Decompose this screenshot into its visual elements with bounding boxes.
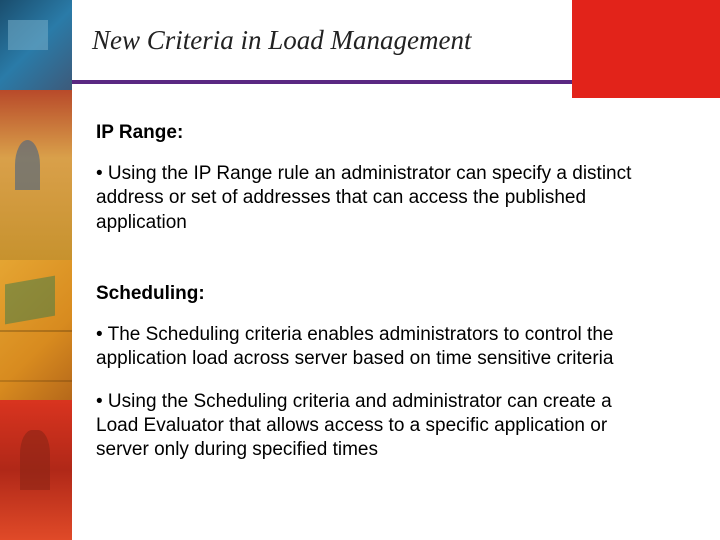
deco-accent: [15, 140, 40, 190]
deco-line: [0, 380, 72, 382]
deco-accent: [8, 20, 48, 50]
section-heading: Scheduling:: [96, 283, 651, 305]
bullet-item: • Using the IP Range rule an administrat…: [96, 162, 651, 235]
section-spacer: [96, 253, 651, 283]
deco-accent: [20, 430, 50, 490]
section-heading: IP Range:: [96, 122, 651, 144]
title-underline: [72, 80, 572, 84]
content-area: IP Range: • Using the IP Range rule an a…: [96, 122, 651, 481]
left-decorative-strip: [0, 0, 72, 540]
slide-title: New Criteria in Load Management: [92, 25, 472, 56]
title-area: New Criteria in Load Management: [72, 0, 572, 80]
title-bar: New Criteria in Load Management: [72, 0, 720, 98]
bullet-item: • Using the Scheduling criteria and admi…: [96, 390, 651, 463]
title-red-block: [572, 0, 720, 98]
deco-line: [0, 330, 72, 332]
bullet-item: • The Scheduling criteria enables admini…: [96, 323, 651, 372]
